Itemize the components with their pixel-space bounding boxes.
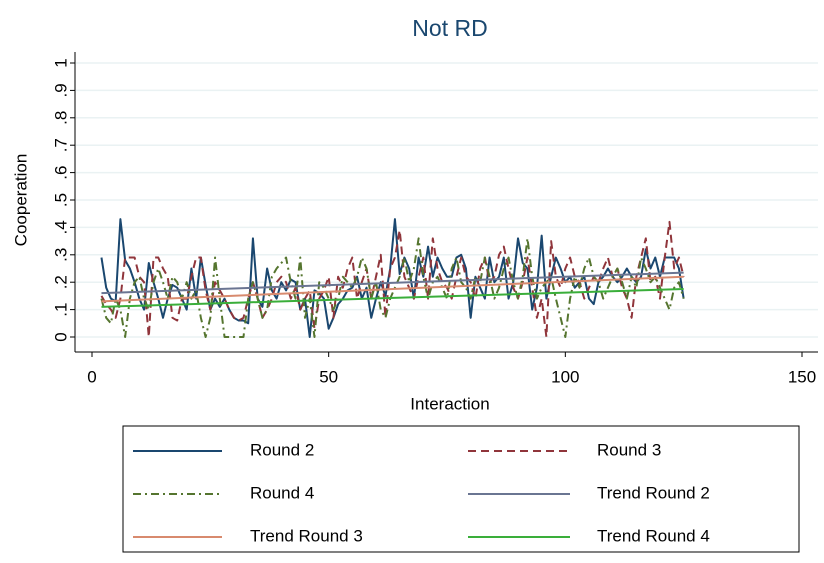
series-line [101, 275, 684, 303]
legend-label: Trend Round 4 [597, 526, 710, 545]
y-tick-label: .1 [51, 303, 70, 317]
series-line [101, 271, 684, 295]
y-tick-label: .3 [51, 248, 70, 262]
y-tick-label: .6 [51, 166, 70, 180]
y-tick-label: .5 [51, 193, 70, 207]
x-tick-label: 0 [87, 367, 96, 386]
x-tick-label: 50 [319, 367, 338, 386]
y-tick-label: .7 [51, 138, 70, 152]
x-tick-label: 100 [551, 367, 579, 386]
legend-label: Round 3 [597, 440, 661, 459]
y-tick-label: 1 [51, 58, 70, 67]
legend-label: Trend Round 3 [250, 526, 363, 545]
y-tick-label: .2 [51, 275, 70, 289]
legend-label: Trend Round 2 [597, 483, 710, 502]
y-tick-label: .4 [51, 220, 70, 234]
y-tick-label: .9 [51, 83, 70, 97]
x-axis-label: Interaction [410, 394, 489, 413]
series-line [101, 288, 684, 308]
y-axis-label: Cooperation [11, 154, 30, 247]
y-tick-label: .8 [51, 111, 70, 125]
legend-label: Round 4 [250, 483, 314, 502]
series-line [100, 218, 685, 338]
y-tick-label: 0 [51, 332, 70, 341]
legend-frame [122, 425, 800, 553]
legend-label: Round 2 [250, 440, 314, 459]
chart-title: Not RD [412, 15, 487, 41]
x-tick-label: 150 [788, 367, 816, 386]
series-line [100, 220, 685, 338]
